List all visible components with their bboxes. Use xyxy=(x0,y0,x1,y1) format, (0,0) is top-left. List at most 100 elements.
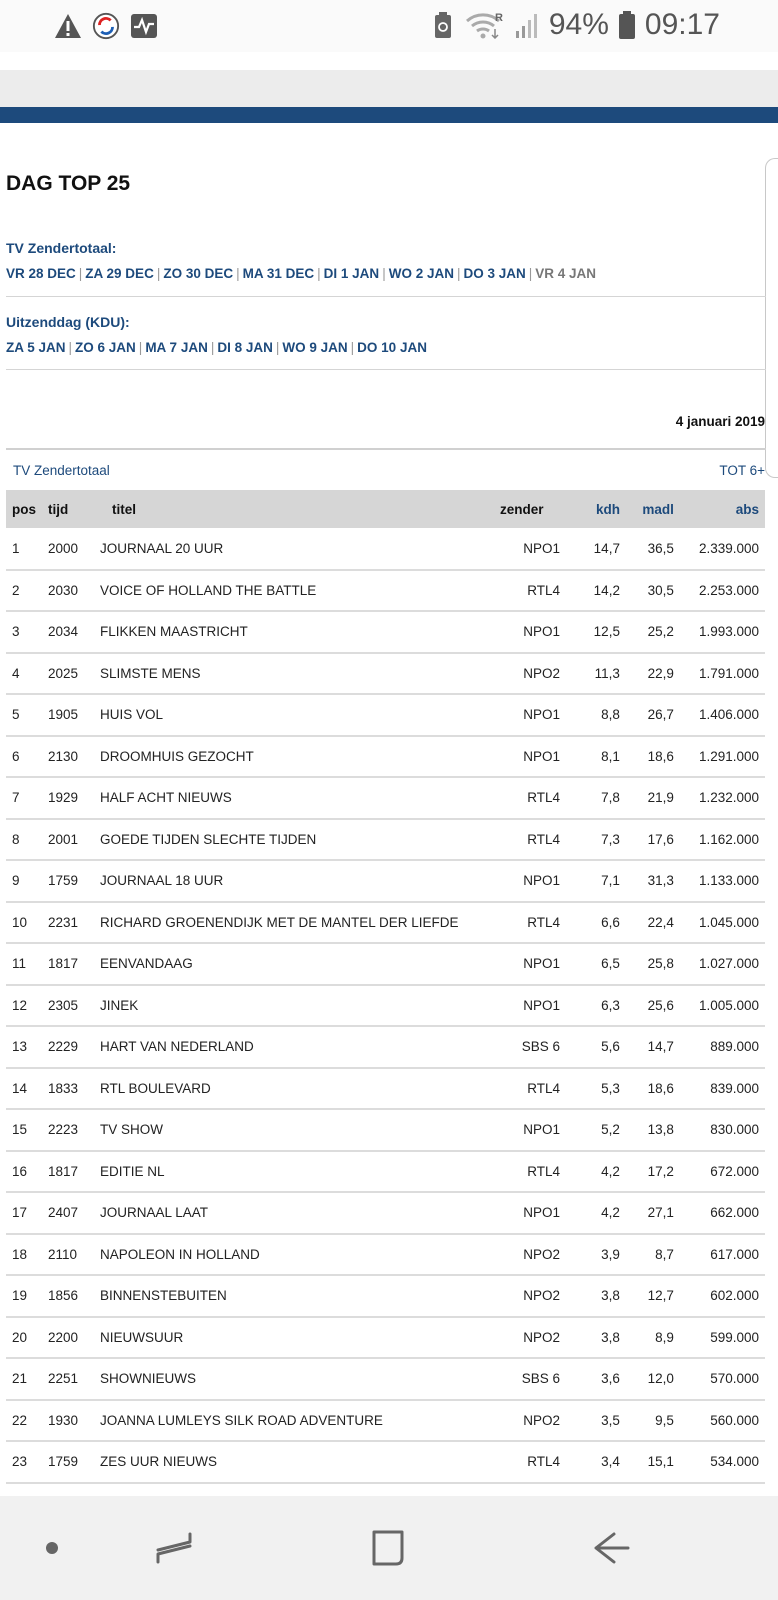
table-row: 10 2231 RICHARD GROENENDIJK MET DE MANTEL … xyxy=(6,901,765,944)
sync-icon xyxy=(92,12,120,40)
cell-tijd: 2030 xyxy=(42,569,94,612)
cell-kdh: 4,2 xyxy=(573,1192,626,1235)
dot-icon[interactable] xyxy=(28,1524,76,1572)
cell-madl: 26,7 xyxy=(625,694,680,737)
day-link[interactable]: MA 31 DEC xyxy=(242,266,315,281)
cell-zender: NPO1 xyxy=(493,860,574,903)
day-link[interactable]: ZA 29 DEC xyxy=(85,266,154,281)
cell-zender: RTL4 xyxy=(493,777,574,820)
cell-kdh: 3,5 xyxy=(573,1399,626,1442)
cell-kdh: 8,1 xyxy=(573,735,626,778)
date-label: 4 januari 2019 xyxy=(675,414,765,429)
table-row: 17 2407 JOURNAAL LAAT NPO1 4,2 27,1 662.000 xyxy=(6,1192,765,1235)
day-link[interactable]: MA 7 JAN xyxy=(145,340,208,355)
tv-days-nav: VR 28 DEC | ZA 29 DEC | ZO 30 DEC | MA 31 DEC |… xyxy=(6,266,596,281)
cell-abs: 672.000 xyxy=(679,1150,765,1193)
day-link[interactable]: DI 1 JAN xyxy=(323,266,380,281)
recents-icon[interactable] xyxy=(150,1524,198,1572)
cell-zender: RTL4 xyxy=(493,1067,574,1110)
day-link[interactable]: VR 4 JAN xyxy=(535,266,597,281)
cell-madl: 12,7 xyxy=(625,1275,680,1318)
cell-madl: 18,6 xyxy=(625,1067,680,1110)
cell-titel: RICHARD GROENENDIJK MET DE MANTEL DER LI… xyxy=(94,901,494,944)
cell-pos: 15 xyxy=(6,1109,43,1152)
day-link[interactable]: ZO 30 DEC xyxy=(163,266,234,281)
cell-tijd: 2251 xyxy=(42,1358,94,1401)
wifi-icon: R xyxy=(465,11,505,39)
cell-titel: JOANNA LUMLEYS SILK ROAD ADVENTURE xyxy=(94,1399,494,1442)
battery-percent: 94% xyxy=(548,8,609,41)
cell-tijd: 1929 xyxy=(42,777,94,820)
cell-abs: 1.232.000 xyxy=(679,777,765,820)
nav-separator: | xyxy=(236,266,240,281)
site-header-bar xyxy=(0,107,778,123)
day-link[interactable]: ZA 5 JAN xyxy=(6,340,66,355)
home-icon[interactable] xyxy=(364,1524,412,1572)
table-row: 1 2000 JOURNAAL 20 UUR NPO1 14,7 36,5 2.339.00… xyxy=(6,528,765,571)
status-bar-right: R 94% 09:17 xyxy=(429,8,720,42)
cell-abs: 1.993.000 xyxy=(679,611,765,654)
cell-madl: 17,2 xyxy=(625,1150,680,1193)
kdu-label: Uitzenddag (KDU): xyxy=(6,314,130,330)
clock: 09:17 xyxy=(644,8,720,41)
col-madl[interactable]: madl xyxy=(625,490,680,528)
col-pos: pos xyxy=(6,490,43,528)
cell-tijd: 2407 xyxy=(42,1192,94,1235)
table-row: 16 1817 EDITIE NL RTL4 4,2 17,2 672.000 xyxy=(6,1150,765,1193)
status-bar-left xyxy=(54,12,158,40)
activity-icon xyxy=(130,12,158,40)
cell-kdh: 5,3 xyxy=(573,1067,626,1110)
cell-titel: SLIMSTE MENS xyxy=(94,652,494,695)
day-link[interactable]: WO 9 JAN xyxy=(282,340,348,355)
cell-pos: 21 xyxy=(6,1358,43,1401)
cell-madl: 14,7 xyxy=(625,1026,680,1069)
table-row: 23 1759 ZES UUR NIEUWS RTL4 3,4 15,1 534.000 xyxy=(6,1441,765,1484)
status-bar: R 94% 09:17 xyxy=(0,0,778,52)
cell-titel: HALF ACHT NIEUWS xyxy=(94,777,494,820)
cell-abs: 560.000 xyxy=(679,1399,765,1442)
cell-zender: NPO2 xyxy=(493,652,574,695)
cell-madl: 27,1 xyxy=(625,1192,680,1235)
cell-madl: 22,9 xyxy=(625,652,680,695)
cell-kdh: 6,6 xyxy=(573,901,626,944)
cell-tijd: 1856 xyxy=(42,1275,94,1318)
cell-kdh: 5,2 xyxy=(573,1109,626,1152)
cell-zender: NPO1 xyxy=(493,1192,574,1235)
cell-pos: 5 xyxy=(6,694,43,737)
side-scroll-handle[interactable] xyxy=(765,158,778,478)
col-abs[interactable]: abs xyxy=(679,490,765,528)
nav-separator: | xyxy=(78,266,83,281)
cell-tijd: 1817 xyxy=(42,1150,94,1193)
cell-tijd: 2034 xyxy=(42,611,94,654)
day-link[interactable]: ZO 6 JAN xyxy=(75,340,136,355)
cell-zender: SBS 6 xyxy=(493,1026,574,1069)
cell-pos: 12 xyxy=(6,984,43,1027)
cell-abs: 2.253.000 xyxy=(679,569,765,612)
day-link[interactable]: VR 28 DEC xyxy=(6,266,76,281)
cell-kdh: 14,2 xyxy=(573,569,626,612)
cell-zender: NPO2 xyxy=(493,1233,574,1276)
table-row: 5 1905 HUIS VOL NPO1 8,8 26,7 1.406.000 xyxy=(6,694,765,737)
cell-zender: NPO2 xyxy=(493,1316,574,1359)
nav-separator: | xyxy=(382,266,386,281)
table-row: 20 2200 NIEUWSUUR NPO2 3,8 8,9 599.000 xyxy=(6,1316,765,1359)
col-kdh[interactable]: kdh xyxy=(573,490,626,528)
cell-titel: BINNENSTEBUITEN xyxy=(94,1275,494,1318)
cell-tijd: 2305 xyxy=(42,984,94,1027)
cell-titel: JOURNAAL 20 UUR xyxy=(94,528,494,571)
table-row: 19 1856 BINNENSTEBUITEN NPO2 3,8 12,7 602.000 xyxy=(6,1275,765,1318)
table-row: 8 2001 GOEDE TIJDEN SLECHTE TIJDEN RTL4 7,3 1… xyxy=(6,818,765,861)
day-link[interactable]: WO 2 JAN xyxy=(388,266,454,281)
day-link[interactable]: DO 10 JAN xyxy=(357,340,427,355)
day-link[interactable]: DO 3 JAN xyxy=(463,266,526,281)
divider xyxy=(6,296,766,297)
table-row: 2 2030 VOICE OF HOLLAND THE BATTLE RTL4 14,2… xyxy=(6,569,765,612)
cell-madl: 36,5 xyxy=(625,528,680,571)
cell-titel: NIEUWSUUR xyxy=(94,1316,494,1359)
cell-titel: RTL BOULEVARD xyxy=(94,1067,494,1110)
day-link[interactable]: DI 8 JAN xyxy=(217,340,273,355)
cell-kdh: 6,3 xyxy=(573,984,626,1027)
cell-madl: 12,0 xyxy=(625,1358,680,1401)
back-icon[interactable] xyxy=(588,1524,636,1572)
cell-madl: 22,4 xyxy=(625,901,680,944)
